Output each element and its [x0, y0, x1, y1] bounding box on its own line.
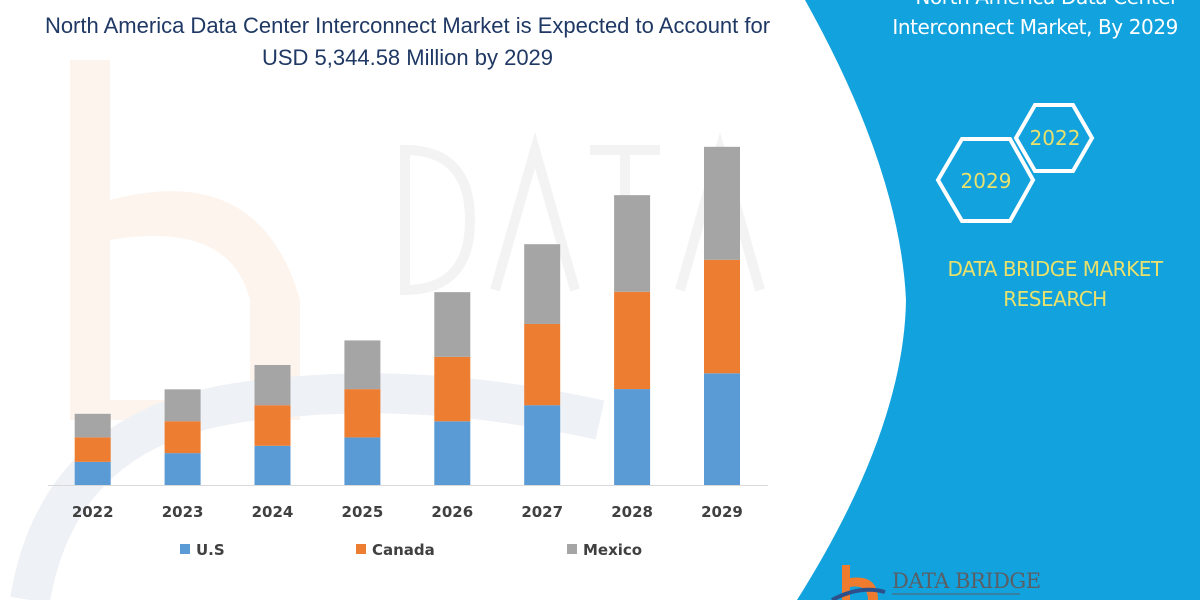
- x-tick-labels: 2022 2023 2024 2025 2026 2027 2028 2029: [72, 503, 743, 521]
- bar-segment-us-2027: [524, 405, 561, 485]
- bar-segment-canada-2022: [74, 437, 111, 462]
- bar-segment-mexico-2024: [254, 364, 291, 406]
- bars-group: [74, 146, 740, 485]
- legend-item-us: U.S: [180, 541, 225, 559]
- hexagon-2029: 2029: [935, 137, 1036, 223]
- bar-segment-mexico-2028: [614, 195, 651, 292]
- hexagon-2022: 2022: [1013, 103, 1095, 173]
- bar-segment-us-2028: [614, 389, 651, 485]
- x-tick-label: 2023: [162, 503, 204, 521]
- legend-item-canada: Canada: [356, 541, 435, 559]
- bar-segment-mexico-2023: [164, 389, 201, 422]
- stacked-bar-chart: 2022 2023 2024 2025 2026 2027 2028 2029 U.S Cana…: [48, 146, 768, 559]
- bar-segment-canada-2027: [524, 323, 561, 406]
- x-tick-label: 2027: [521, 503, 563, 521]
- bar-segment-mexico-2025: [344, 340, 381, 390]
- bar-segment-us-2025: [344, 437, 381, 485]
- x-tick-label: 2028: [611, 503, 653, 521]
- chart-title-line2: USD 5,344.58 Million by 2029: [261, 45, 554, 70]
- legend-label: Canada: [372, 541, 435, 559]
- brand-name: DATA BRIDGE MARKET RESEARCH: [925, 254, 1185, 314]
- bar-segment-us-2029: [704, 373, 740, 485]
- bar-segment-canada-2026: [434, 356, 471, 422]
- chart-title-line1: North America Data Center Interconnect M…: [44, 13, 771, 38]
- legend-swatch: [356, 544, 366, 554]
- bar-segment-canada-2024: [254, 405, 291, 446]
- logo-text: DATA BRIDGE: [892, 569, 1041, 593]
- x-tick-label: 2026: [431, 503, 473, 521]
- bar-segment-us-2026: [434, 421, 471, 485]
- bar-segment-canada-2029: [704, 259, 740, 374]
- chart-title: North America Data Center Interconnect M…: [10, 10, 805, 74]
- legend: U.S Canada Mexico: [180, 541, 642, 559]
- legend-swatch: [180, 544, 190, 554]
- bar-segment-canada-2023: [164, 421, 201, 454]
- side-panel-title-line1: North America Data Center: [892, 0, 1178, 12]
- hexagon-2022-label: 2022: [1030, 126, 1081, 150]
- side-panel-background: [797, 0, 1200, 600]
- x-tick-label: 2024: [252, 503, 294, 521]
- bar-segment-canada-2028: [614, 291, 651, 390]
- legend-swatch: [567, 544, 577, 554]
- bar-segment-mexico-2026: [434, 292, 471, 357]
- x-tick-label: 2029: [701, 503, 743, 521]
- hexagon-2029-label: 2029: [961, 169, 1012, 193]
- x-tick-label: 2022: [72, 503, 114, 521]
- bar-segment-mexico-2029: [704, 146, 740, 260]
- bar-segment-us-2023: [164, 453, 201, 485]
- bar-segment-mexico-2027: [524, 244, 561, 324]
- side-panel-title: North America Data Center Interconnect M…: [892, 0, 1178, 42]
- x-tick-label: 2025: [342, 503, 384, 521]
- side-panel-title-line2: Interconnect Market, By 2029: [892, 15, 1178, 39]
- brand-line1: DATA BRIDGE MARKET: [947, 257, 1163, 281]
- bar-segment-us-2024: [254, 445, 291, 485]
- legend-item-mexico: Mexico: [567, 541, 642, 559]
- bar-segment-canada-2025: [344, 389, 381, 438]
- logo-icon: [831, 565, 886, 600]
- bar-segment-mexico-2022: [74, 413, 111, 438]
- legend-label: Mexico: [583, 541, 642, 559]
- bar-segment-us-2022: [74, 461, 111, 485]
- brand-line2: RESEARCH: [1003, 287, 1107, 311]
- legend-label: U.S: [196, 541, 225, 559]
